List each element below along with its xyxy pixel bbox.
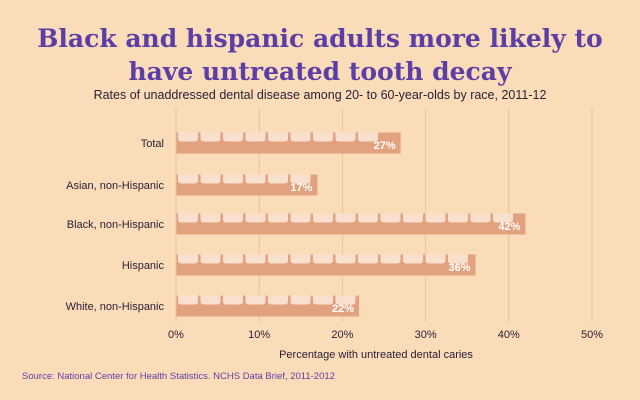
tooth-icon [268,132,288,142]
tooth-icon [403,213,423,223]
tooth-icon [178,132,198,142]
tooth-icon [358,132,378,142]
tooth-icon [178,213,198,223]
tooth-icon [223,295,243,305]
tooth-icon [335,295,356,305]
tooth-icon [200,132,221,142]
category-label-0: Total [141,138,164,150]
tooth-icon [245,295,266,305]
bar-label-0: 27% [374,140,396,152]
category-label-4: White, non-Hispanic [66,301,165,313]
tooth-icon [358,254,378,264]
bar-label-2: 42% [498,221,520,233]
tooth-icon [290,174,311,184]
category-label-1: Asian, non-Hispanic [66,180,164,192]
tooth-icon [268,295,288,305]
x-tick-label-30: 30% [415,329,437,341]
tooth-icon [223,213,243,223]
tooth-icon [268,213,288,223]
tooth-icon [245,174,266,184]
tooth-icon [245,254,266,264]
chart-title-line-2: have untreated tooth decay [128,57,512,86]
source-note: Source: National Center for Health Stati… [22,371,335,382]
tooth-icon [290,132,311,142]
tooth-icon [313,213,333,223]
tooth-icon [200,174,221,184]
tooth-icon [313,295,333,305]
category-label-2: Black, non-Hispanic [67,219,165,231]
tooth-icon [223,174,243,184]
chart-subtitle: Rates of unaddressed dental disease amon… [93,88,547,102]
tooth-icon [335,254,356,264]
tooth-icon [313,132,333,142]
bar-label-1: 17% [290,182,312,194]
chart-title-line-1: Black and hispanic adults more likely to [37,24,603,53]
bar-label-3: 36% [448,262,470,274]
tooth-icon [403,254,423,264]
tooth-icon [200,213,221,223]
x-tick-label-20: 20% [331,329,353,341]
tooth-icon [493,213,513,223]
tooth-icon [313,254,333,264]
x-tick-label-0: 0% [168,329,184,341]
tooth-icon [358,213,378,223]
tooth-icon [268,254,288,264]
tooth-icon [425,213,446,223]
tooth-icon [335,132,356,142]
x-axis-title: Percentage with untreated dental caries [279,349,473,361]
tooth-icon [245,132,266,142]
tooth-icon [380,254,401,264]
tooth-icon [268,174,288,184]
tooth-icon [200,254,221,264]
tooth-icon [470,213,491,223]
tooth-icon [178,174,198,184]
tooth-icon [178,254,198,264]
tooth-icon [245,213,266,223]
tooth-icon [290,254,311,264]
tooth-icon [448,254,468,264]
x-tick-label-10: 10% [248,329,270,341]
category-label-3: Hispanic [122,260,165,272]
tooth-icon [200,295,221,305]
bar-label-4: 22% [332,303,354,315]
chart-title: Black and hispanic adults more likely to… [0,22,640,88]
x-tick-label-50: 50% [581,329,603,341]
tooth-icon [223,132,243,142]
x-tick-label-40: 40% [498,329,520,341]
tooth-icon [380,213,401,223]
tooth-icon [448,213,468,223]
tooth-icon [335,213,356,223]
tooth-icon [223,254,243,264]
tooth-icon [425,254,446,264]
tooth-icon [290,213,311,223]
tooth-icon [290,295,311,305]
tooth-icon [178,295,198,305]
